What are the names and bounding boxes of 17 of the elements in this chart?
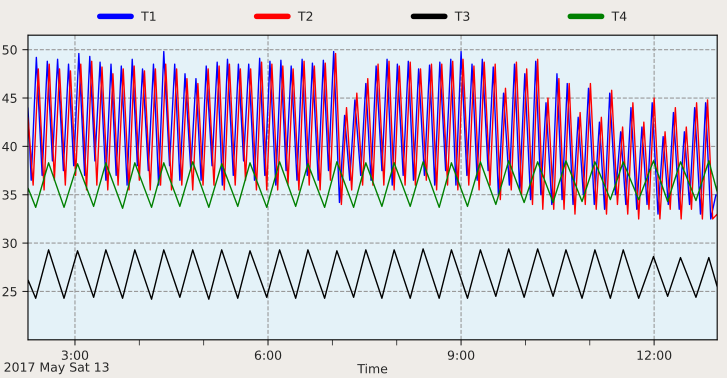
y-tick-label: 25 [2,286,16,296]
legend-label: T4 [612,12,626,21]
x-tick-label: 3:00 [62,350,88,360]
x-axis-title: Time [357,364,388,374]
x-tick-label: 6:00 [254,350,282,360]
legend-label: T1 [141,12,156,21]
y-tick-label: 45 [2,94,16,103]
y-tick-label: 50 [2,45,17,55]
x-tick-label: 9:00 [448,350,474,360]
legend-label: T3 [454,11,470,21]
text: 2017 May Sat 13 [4,362,109,374]
y-tick-label: 40 [2,142,17,152]
x-tick-label: 12:00 [637,350,672,360]
y-tick-label: 35 [2,190,16,200]
y-tick-label: 30 [2,238,17,248]
line-series [28,160,718,209]
legend-label: T2 [298,11,312,21]
